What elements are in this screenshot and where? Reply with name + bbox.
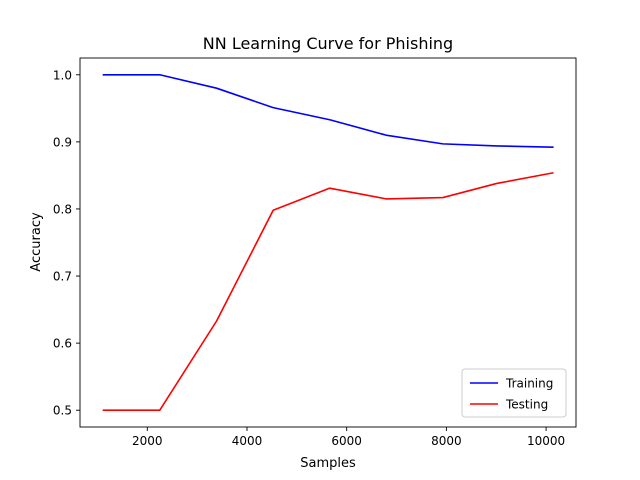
series-line-testing	[102, 171, 554, 412]
y-tick-label: 1.0	[53, 68, 72, 82]
legend: Training Testing	[461, 368, 567, 418]
x-tick-label: 6000	[331, 434, 362, 448]
y-tick-label: 0.8	[53, 202, 72, 216]
plot-area: 2000 4000 6000 8000 10000 0.5 0.6 0.7 0.8 0.9 1.0	[53, 57, 577, 448]
chart-title: NN Learning Curve for Phishing	[203, 34, 453, 53]
legend-box	[461, 368, 567, 418]
y-axis-label: Accuracy	[29, 212, 44, 272]
y-tick-label: 0.6	[53, 337, 72, 351]
series-line-training	[102, 73, 554, 149]
y-tick-label: 0.9	[53, 135, 72, 149]
axes-frame	[79, 57, 577, 428]
y-tick-label: 0.7	[53, 270, 72, 284]
legend-label-training: Training	[505, 377, 553, 391]
x-axis-label: Samples	[300, 456, 356, 471]
legend-label-testing: Testing	[505, 398, 548, 412]
x-tick-label: 4000	[232, 434, 263, 448]
x-tick-label: 10000	[527, 434, 565, 448]
x-tick-label: 8000	[431, 434, 462, 448]
y-tick-label: 0.5	[53, 404, 72, 418]
x-tick-label: 2000	[132, 434, 163, 448]
